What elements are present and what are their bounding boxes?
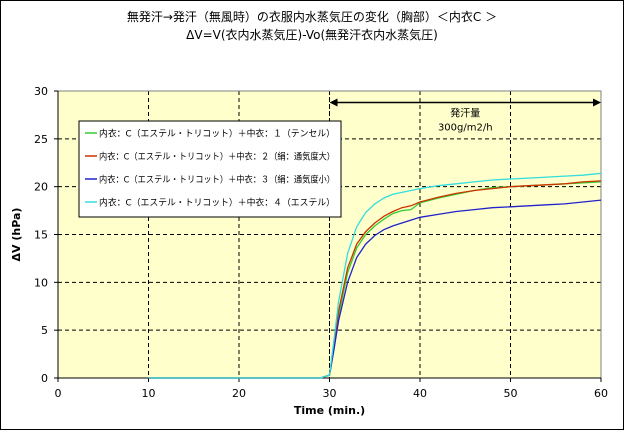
series-line-4 bbox=[148, 172, 602, 379]
x-tick-label: 50 bbox=[504, 387, 518, 400]
x-tick-label: 10 bbox=[142, 387, 156, 400]
legend-label-4: 内衣：C（エステル・トリコット）＋中衣：４（エステル） bbox=[99, 197, 335, 209]
y-tick-label: 0 bbox=[41, 372, 48, 385]
x-tick-label: 0 bbox=[55, 387, 62, 400]
x-tick-label: 40 bbox=[413, 387, 427, 400]
x-tick-label: 20 bbox=[232, 387, 246, 400]
annotation-arrow-head-right bbox=[593, 98, 601, 107]
legend-label-3: 内衣：C（エステル・トリコット）＋中衣：３（絹：通気度小） bbox=[99, 174, 335, 186]
annotation-text: 発汗量 bbox=[450, 106, 480, 119]
legend-label-1: 内衣：C（エステル・トリコット）＋中衣：１（テンセル） bbox=[99, 128, 335, 140]
chart-subtitle: ΔV=V(衣内水蒸気圧)-Vo(無発汗衣内水蒸気圧) bbox=[186, 28, 438, 42]
x-tick-label: 30 bbox=[323, 387, 337, 400]
x-axis-label: Time (min.) bbox=[294, 404, 365, 417]
y-tick-label: 15 bbox=[34, 229, 48, 242]
y-tick-label: 20 bbox=[34, 181, 48, 194]
series-line-3 bbox=[148, 199, 602, 379]
legend-label-2: 内衣：C（エステル・トリコット）＋中衣：２（絹：通気度大） bbox=[99, 151, 335, 163]
legend-box bbox=[78, 120, 342, 218]
y-axis-label: ΔV (hPa) bbox=[10, 208, 23, 262]
annotation-arrow-head-left bbox=[329, 98, 338, 107]
y-tick-label: 30 bbox=[34, 85, 48, 98]
y-tick-label: 25 bbox=[34, 133, 48, 146]
y-tick-label: 10 bbox=[34, 276, 48, 289]
chart-title: 無発汗→発汗（無風時）の衣服内水蒸気圧の変化（胸部）＜内衣C ＞ bbox=[126, 10, 498, 24]
annotation-text: 300g/m2/h bbox=[438, 122, 493, 133]
x-tick-label: 60 bbox=[594, 387, 608, 400]
y-tick-label: 5 bbox=[41, 324, 48, 337]
